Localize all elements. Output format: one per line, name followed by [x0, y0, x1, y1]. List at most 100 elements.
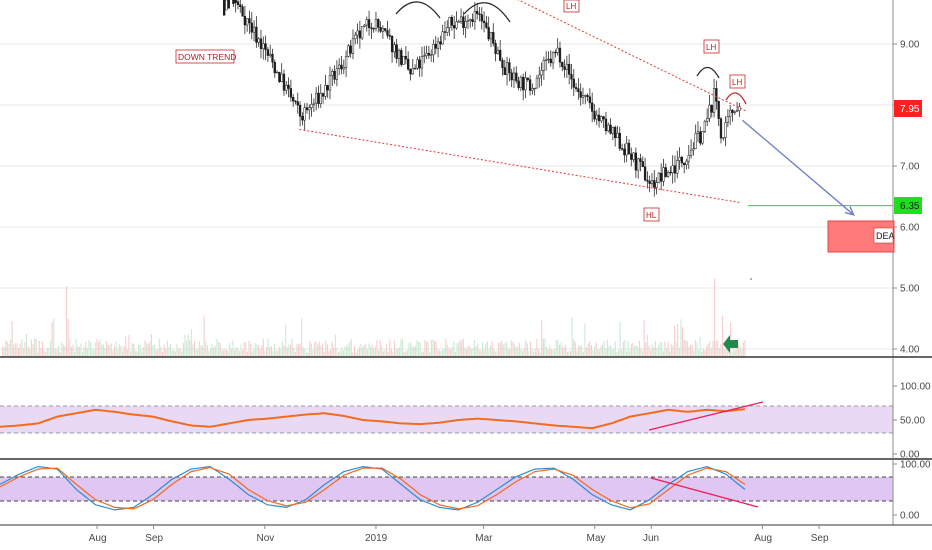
volume-bar	[706, 346, 708, 357]
candle-body	[625, 142, 628, 156]
stochastic-axis: 100.00 0.00	[893, 460, 931, 522]
volume-bar	[232, 340, 234, 357]
candle-body	[639, 158, 642, 162]
volume-bar	[278, 346, 280, 357]
candle-body	[305, 107, 309, 111]
rsi-axis: 100.00 50.00 0.00	[893, 382, 931, 461]
volume-bar	[166, 340, 168, 357]
volume-bar	[531, 348, 533, 357]
candle-body	[225, 0, 228, 11]
volume-bar	[691, 344, 693, 357]
candle-body	[722, 137, 725, 139]
volume-bar	[629, 350, 631, 357]
volume-bar	[539, 352, 541, 357]
volume-bar	[293, 347, 295, 357]
volume-bar	[270, 345, 272, 357]
volume-bar	[603, 341, 605, 357]
volume-bar	[707, 343, 709, 357]
volume-bar	[485, 343, 487, 357]
volume-bar	[110, 343, 112, 357]
volume-bar	[722, 315, 724, 357]
volume-bar	[630, 344, 632, 357]
stochastic-panel: 100.00 0.00	[0, 460, 931, 525]
volume-bar	[715, 341, 717, 357]
volume-bar	[360, 343, 362, 357]
volume-bar	[274, 343, 276, 357]
candle-body	[680, 157, 684, 164]
candle-body	[487, 27, 490, 40]
volume-bar	[283, 345, 285, 357]
time-tick-label: Nov	[256, 533, 274, 544]
volume-bar	[571, 317, 573, 357]
volume-bar	[666, 347, 668, 357]
volume-bar	[186, 341, 188, 357]
lh-label-1: LH	[563, 0, 580, 13]
volume-bar	[533, 351, 535, 357]
candle-body	[676, 160, 679, 174]
candle-body	[597, 114, 601, 122]
volume-bar	[418, 341, 420, 357]
volume-bar	[34, 338, 36, 357]
volume-bar	[658, 344, 660, 357]
volume-bar	[262, 338, 264, 357]
volume-bar	[77, 346, 79, 357]
volume-bar	[664, 341, 666, 357]
volume-bar	[632, 342, 634, 357]
volume-bar	[208, 350, 210, 357]
volume-bar	[606, 339, 608, 357]
volume-bar	[386, 344, 388, 357]
volume-bar	[46, 347, 48, 357]
volume-bar	[646, 334, 648, 357]
volume-bar	[427, 341, 429, 357]
volume-bar	[498, 342, 500, 357]
candle-body	[522, 76, 525, 91]
volume-bar	[253, 348, 255, 357]
candle-body	[280, 73, 283, 82]
candle-body	[349, 45, 352, 54]
volume-bar	[635, 345, 637, 357]
volume-bar	[190, 329, 192, 357]
candle-body	[719, 118, 723, 139]
volume-bar	[403, 352, 405, 357]
candle-body	[361, 26, 364, 39]
candle-body	[492, 32, 495, 44]
volume-bar	[336, 347, 338, 357]
volume-bar	[123, 346, 125, 357]
volume-bar	[496, 350, 498, 357]
volume-bar	[626, 351, 628, 357]
volume-bar	[592, 350, 594, 357]
volume-bar	[187, 334, 189, 357]
volume-bar	[315, 341, 317, 357]
volume-bar	[685, 340, 687, 357]
volume-bar	[482, 342, 484, 357]
candle-body	[411, 68, 414, 75]
volume-bar	[61, 342, 63, 357]
stoch-band	[0, 477, 893, 501]
volume-bar	[266, 346, 268, 357]
candle-body	[354, 34, 357, 40]
candle-body	[501, 60, 504, 68]
stoch-tick-label: 0.00	[900, 511, 920, 522]
volume-bar	[93, 349, 95, 357]
volume-bar	[26, 333, 28, 357]
candle-body	[706, 117, 709, 122]
volume-bar	[149, 341, 151, 357]
volume-bar	[645, 342, 647, 357]
candle-body	[476, 10, 479, 15]
volume-bar	[643, 320, 645, 357]
volume-bar	[378, 350, 380, 357]
volume-bar	[589, 341, 591, 357]
volume-bar	[203, 315, 205, 357]
volume-bar	[554, 349, 556, 357]
volume-bar	[160, 346, 162, 357]
volume-bar	[581, 345, 583, 357]
volume-bar	[30, 339, 32, 357]
volume-bar	[653, 347, 655, 357]
lh-text-3: LH	[732, 78, 742, 87]
volume-bar	[264, 351, 266, 357]
volume-bar	[82, 351, 84, 357]
volume-bar	[211, 344, 213, 357]
volume-bar	[552, 349, 554, 357]
lh-label-3: LH	[729, 74, 746, 89]
volume-bar	[725, 348, 727, 357]
